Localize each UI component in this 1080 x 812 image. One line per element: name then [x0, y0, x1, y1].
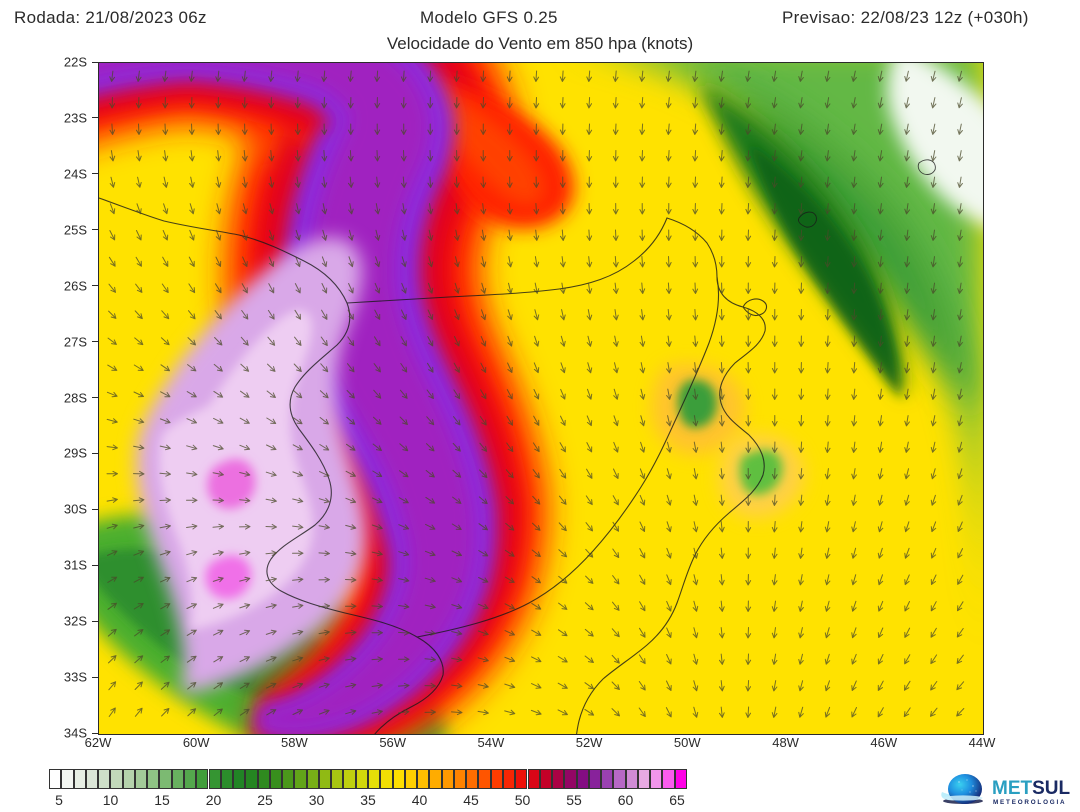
- svg-text:METSUL: METSUL: [992, 778, 1071, 799]
- svg-text:METEOROLOGIA: METEOROLOGIA: [993, 799, 1066, 806]
